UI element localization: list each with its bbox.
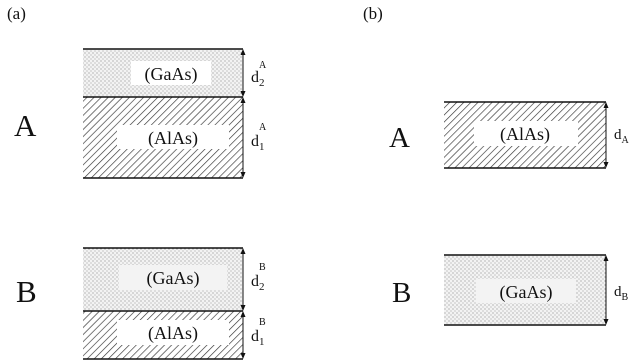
- panel-a-B-d2-sup: B: [259, 262, 266, 273]
- panel-b-A-thickness-arrow: [603, 102, 609, 168]
- panel-a-A-d2-label: d2: [251, 69, 265, 89]
- panel-a-A-d2-sup: A: [259, 60, 267, 71]
- panel-a-A-gaas-layer: (GaAs): [83, 48, 243, 97]
- panel-a-letter-A: A: [14, 108, 37, 143]
- panel-b-A-alas-layer: (AlAs): [444, 101, 606, 169]
- panel-a-A-d1-label: d1: [251, 133, 265, 153]
- panel-b-B-gaas-layer: (GaAs): [444, 254, 606, 326]
- panel-a-B-d1-sup: B: [259, 317, 266, 328]
- panel-b-B-gaas-text: (GaAs): [500, 282, 553, 303]
- panel-a-B-alas-layer: (AlAs): [83, 310, 243, 360]
- panel-a-B-thickness-arrows: [240, 248, 246, 359]
- panel-a-letter-B: B: [16, 274, 37, 309]
- panel-b-A-alas-text: (AlAs): [500, 124, 550, 145]
- panel-a-A-alas-text: (AlAs): [148, 128, 198, 149]
- panel-b-B-thickness-arrow: [603, 255, 609, 325]
- panel-b-dA-label: dA: [614, 127, 630, 146]
- panel-b-label: (b): [363, 4, 383, 23]
- panel-b-letter-B: B: [392, 277, 411, 309]
- panel-a-B-alas-text: (AlAs): [148, 323, 198, 344]
- panel-b-dB-label: dB: [614, 284, 629, 303]
- panel-a-A-alas-layer: (AlAs): [83, 96, 243, 179]
- panel-a-label: (a): [7, 4, 26, 23]
- panel-b-letter-A: A: [389, 122, 410, 154]
- panel-a-B-d1-label: d1: [251, 328, 265, 348]
- panel-a-A-thickness-arrows: [240, 49, 246, 178]
- panel-a-B-gaas-text: (GaAs): [147, 268, 200, 289]
- panel-a-A-gaas-text: (GaAs): [145, 64, 198, 85]
- panel-a-B-gaas-layer: (GaAs): [83, 247, 243, 311]
- panel-a-A-d1-sup: A: [259, 122, 267, 133]
- panel-a-B-d2-label: d2: [251, 273, 265, 293]
